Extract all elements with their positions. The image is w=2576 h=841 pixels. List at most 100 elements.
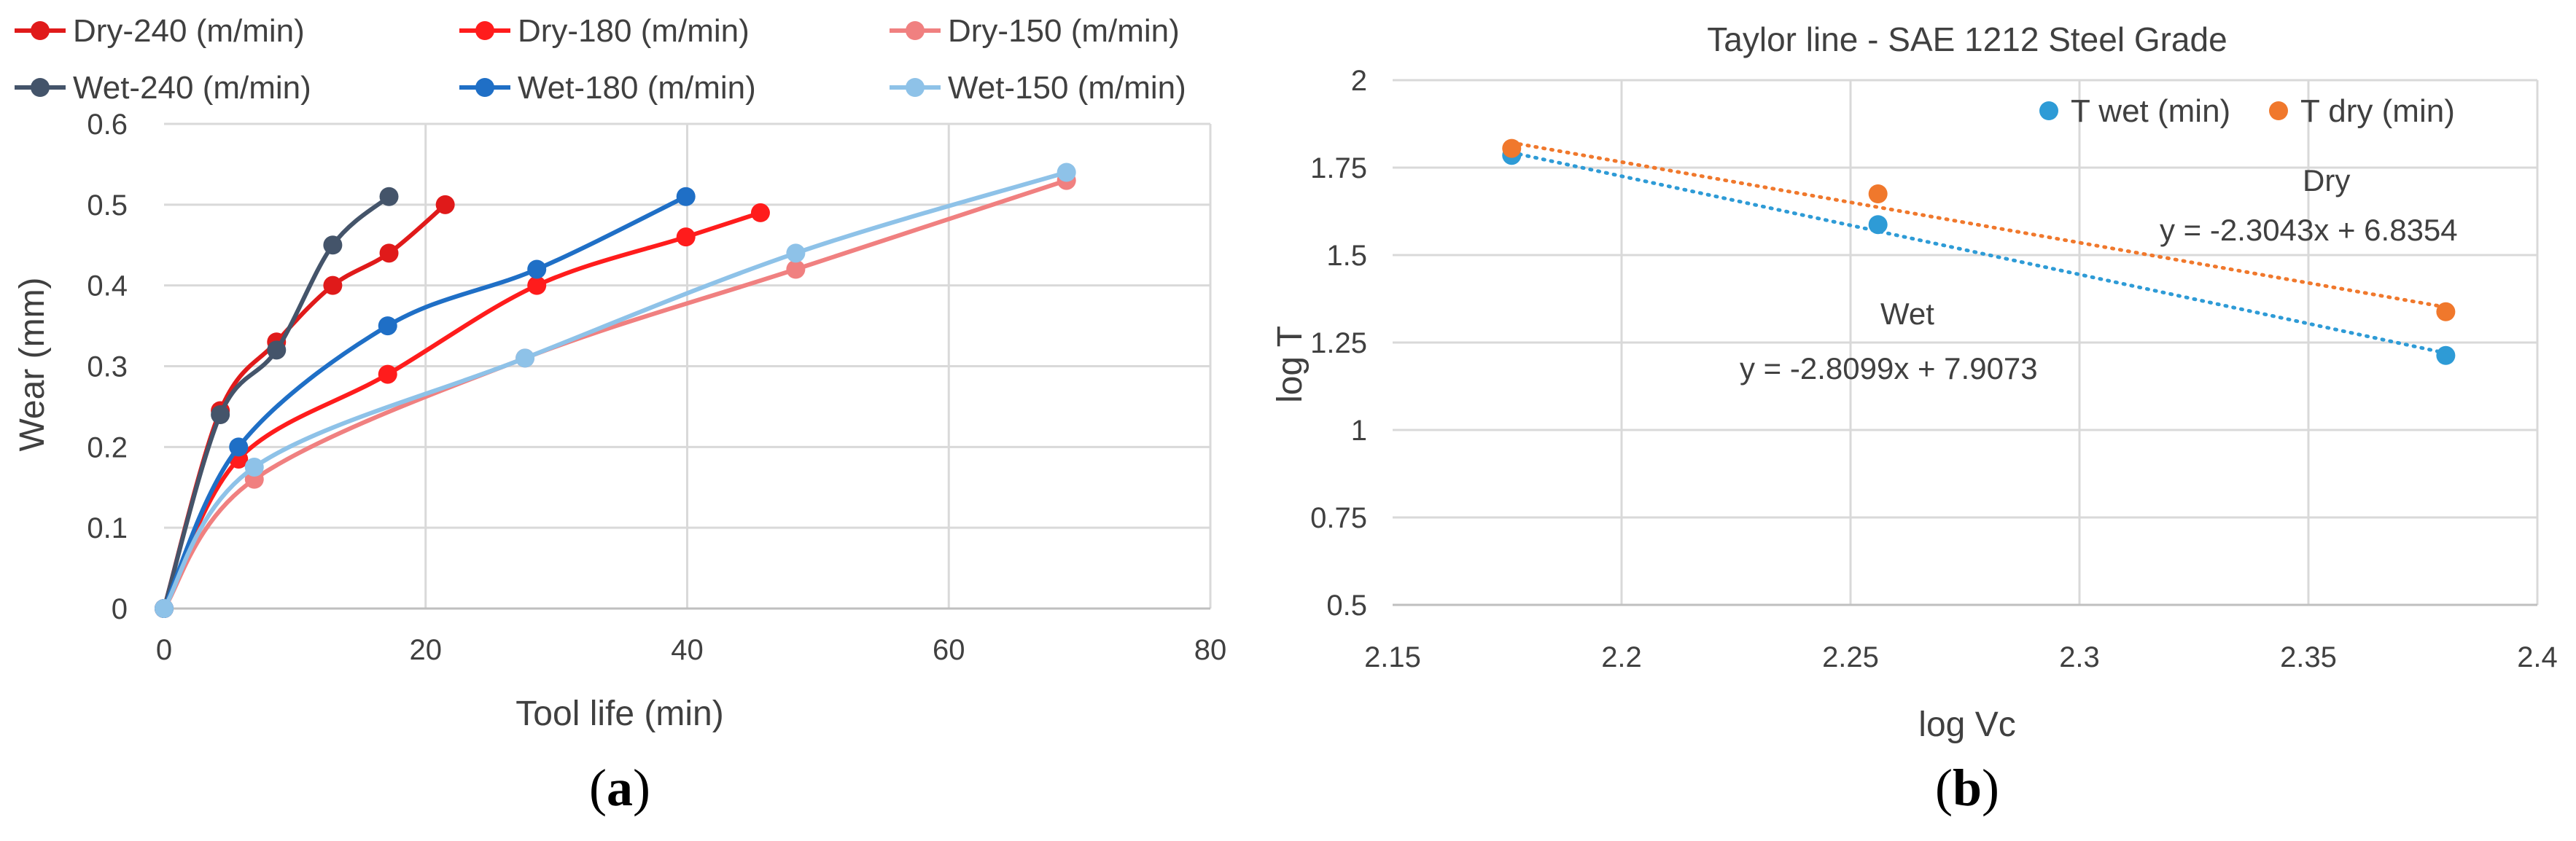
wear-chart-x-tick-label: 60 xyxy=(933,634,965,666)
legend-marker xyxy=(31,21,50,40)
data-point xyxy=(527,259,547,279)
taylor-chart-y-tick-label: 0.75 xyxy=(1310,502,1367,534)
taylor-chart-x-tick-label: 2.35 xyxy=(2280,641,2337,673)
legend-marker xyxy=(475,78,494,97)
wear-chart-y-ticks: 0 0.1 0.2 0.3 0.4 0.5 0.6 xyxy=(87,109,128,625)
taylor-chart-series xyxy=(1502,138,2456,365)
legend-item: T dry (min) xyxy=(2269,93,2455,129)
panel-b-label: (b) xyxy=(1935,759,1999,817)
wear-chart-y-tick-label: 0 xyxy=(112,593,128,625)
legend-marker xyxy=(906,21,925,40)
taylor-chart-x-axis-title: log Vc xyxy=(1918,705,2015,744)
trendline-t-wet-min xyxy=(1509,150,2448,356)
data-point xyxy=(379,243,399,263)
legend-marker xyxy=(31,78,50,97)
series-dry-240-m-min xyxy=(155,195,455,618)
taylor-chart-gridlines xyxy=(1393,79,2539,605)
data-point xyxy=(1502,138,1522,158)
wear-chart-legend: Dry-240 (m/min) Dry-180 (m/min) Dry-150 (m… xyxy=(15,13,1186,106)
taylor-chart-y-axis-title: log T xyxy=(1271,326,1310,403)
data-point xyxy=(435,195,455,214)
data-point xyxy=(267,340,287,360)
wear-chart-y-tick-label: 0.5 xyxy=(87,189,128,222)
series-t-dry-min xyxy=(1502,138,2456,321)
data-point xyxy=(378,364,397,384)
data-point xyxy=(155,599,174,618)
data-point xyxy=(323,235,343,255)
data-point xyxy=(786,259,806,279)
legend-item: T wet (min) xyxy=(2039,93,2230,129)
dry-equation: y = -2.3043x + 6.8354 xyxy=(2160,213,2458,247)
data-point xyxy=(515,348,535,368)
data-point xyxy=(244,458,264,477)
taylor-chart-x-tick-label: 2.4 xyxy=(2517,641,2558,673)
legend-marker xyxy=(906,78,925,97)
taylor-chart-y-tick-label: 1 xyxy=(1351,415,1367,447)
wear-chart-y-tick-label: 0.2 xyxy=(87,431,128,463)
series-line xyxy=(162,170,1067,610)
wear-chart-x-axis-title: Tool life (min) xyxy=(515,695,723,733)
data-point xyxy=(2436,302,2456,321)
wear-chart-y-axis-title: Wear (mm) xyxy=(13,277,52,451)
dry-label: Dry xyxy=(2303,163,2350,197)
legend-label: Wet-150 (m/min) xyxy=(948,70,1186,106)
wear-chart-x-tick-label: 40 xyxy=(671,634,704,666)
data-point xyxy=(1057,163,1076,182)
series-line xyxy=(162,211,761,610)
wear-chart-y-tick-label: 0.6 xyxy=(87,109,128,141)
wear-chart-y-tick-label: 0.3 xyxy=(87,351,128,383)
legend-marker xyxy=(2039,101,2058,120)
series-line xyxy=(162,178,1067,610)
legend-label: Wet-180 (m/min) xyxy=(518,70,756,106)
series-line xyxy=(162,195,391,609)
taylor-chart-y-tick-label: 2 xyxy=(1351,65,1367,97)
wear-chart-x-tick-label: 80 xyxy=(1194,634,1227,666)
wet-label: Wet xyxy=(1880,297,1934,331)
data-point xyxy=(378,316,397,336)
data-point xyxy=(527,275,547,295)
series-wet-150-m-min xyxy=(155,163,1076,618)
taylor-chart-x-tick-label: 2.3 xyxy=(2059,641,2100,673)
taylor-chart-x-tick-label: 2.15 xyxy=(1364,641,1421,673)
wear-chart-x-ticks: 0 20 40 60 80 xyxy=(156,634,1226,666)
wear-chart: Dry-240 (m/min) Dry-180 (m/min) Dry-150 (m… xyxy=(13,13,1226,817)
wear-chart-series xyxy=(155,163,1076,618)
taylor-chart-x-tick-label: 2.2 xyxy=(1601,641,1642,673)
taylor-chart-y-tick-label: 1.5 xyxy=(1326,240,1367,272)
data-point xyxy=(1868,184,1888,203)
legend-label: Wet-240 (m/min) xyxy=(73,70,311,106)
panel-a-label: (a) xyxy=(589,759,650,817)
wear-chart-x-tick-label: 20 xyxy=(410,634,443,666)
legend-item: Wet-180 (m/min) xyxy=(459,70,756,106)
wear-chart-x-tick-label: 0 xyxy=(156,634,172,666)
taylor-chart-x-ticks: 2.15 2.2 2.25 2.3 2.35 2.4 xyxy=(1364,641,2558,673)
taylor-chart-x-tick-label: 2.25 xyxy=(1822,641,1879,673)
data-point xyxy=(1868,215,1888,235)
legend-item: Wet-240 (m/min) xyxy=(15,70,311,106)
legend-label: Dry-180 (m/min) xyxy=(518,13,750,49)
taylor-chart-trendlines xyxy=(1509,141,2448,356)
wear-chart-y-tick-label: 0.1 xyxy=(87,512,128,544)
data-point xyxy=(676,227,696,247)
legend-label: T dry (min) xyxy=(2300,93,2455,129)
legend-marker xyxy=(2269,101,2288,120)
taylor-chart-title: Taylor line - SAE 1212 Steel Grade xyxy=(1707,20,2227,58)
data-point xyxy=(323,275,343,295)
data-point xyxy=(211,405,230,424)
taylor-chart-y-tick-label: 0.5 xyxy=(1326,590,1367,622)
taylor-chart-y-ticks: 0.5 0.75 1 1.25 1.5 1.75 2 xyxy=(1310,65,1367,622)
legend-item: Dry-150 (m/min) xyxy=(890,13,1180,49)
data-point xyxy=(750,203,770,222)
taylor-chart-y-tick-label: 1.25 xyxy=(1310,327,1367,359)
wear-chart-y-tick-label: 0.4 xyxy=(87,270,128,302)
data-point xyxy=(786,243,806,263)
data-point xyxy=(229,437,249,457)
legend-item: Dry-240 (m/min) xyxy=(15,13,305,49)
taylor-chart: Taylor line - SAE 1212 Steel Grade 0.5 0.… xyxy=(1271,20,2558,817)
legend-item: Wet-150 (m/min) xyxy=(890,70,1186,106)
wet-equation: y = -2.8099x + 7.9073 xyxy=(1740,351,2038,386)
legend-label: Dry-150 (m/min) xyxy=(948,13,1180,49)
legend-label: T wet (min) xyxy=(2071,93,2230,129)
trendline-t-dry-min xyxy=(1509,141,2448,309)
